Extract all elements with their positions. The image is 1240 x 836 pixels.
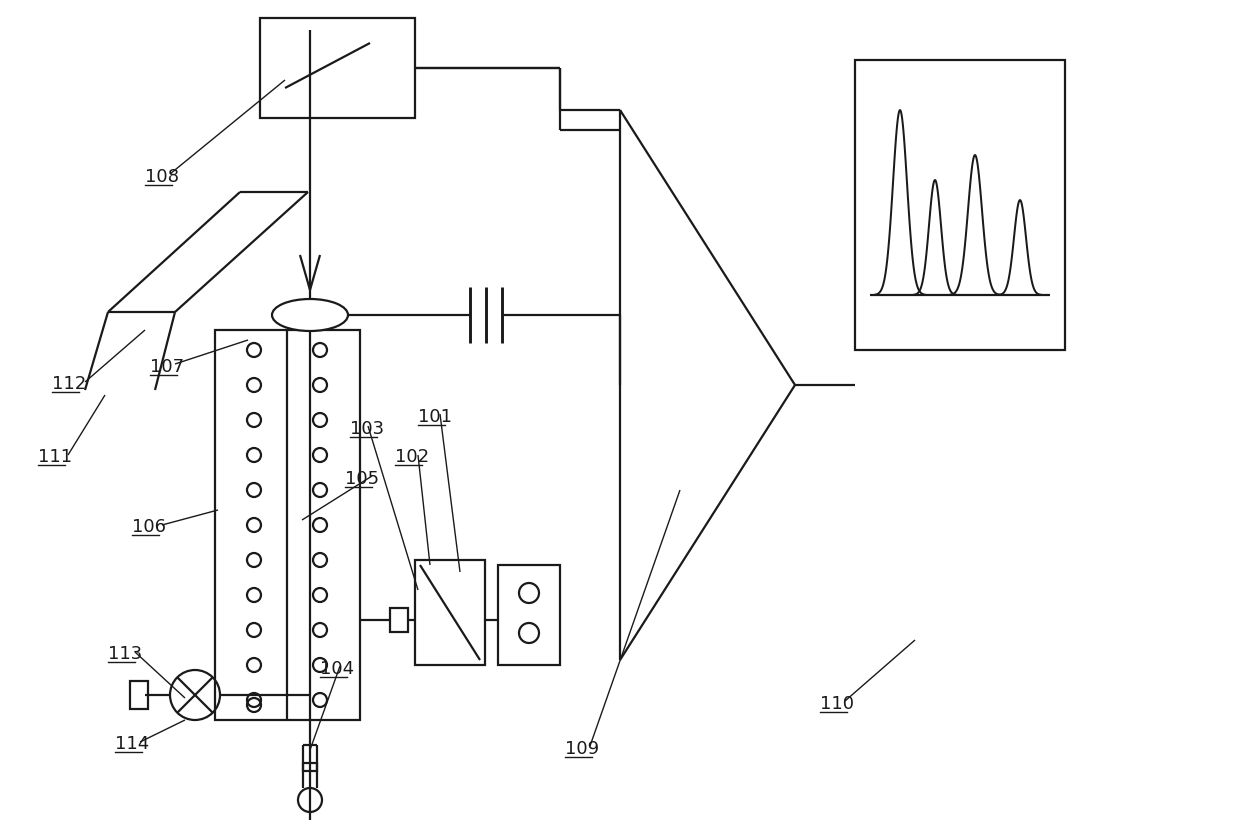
Text: 104: 104 [320, 660, 355, 678]
Bar [303, 763, 317, 771]
Text: 111: 111 [38, 448, 72, 466]
Bar [856, 60, 1065, 350]
Bar [130, 681, 148, 709]
Text: 102: 102 [396, 448, 429, 466]
Text: 106: 106 [131, 518, 166, 536]
Text: 110: 110 [820, 695, 854, 713]
Text: 109: 109 [565, 740, 599, 758]
Text: 105: 105 [345, 470, 379, 488]
Text: 112: 112 [52, 375, 87, 393]
Text: 103: 103 [350, 420, 384, 438]
Ellipse shape [272, 299, 348, 331]
Bar [498, 565, 560, 665]
Text: 101: 101 [418, 408, 453, 426]
Text: 113: 113 [108, 645, 143, 663]
Bar [391, 608, 408, 632]
Bar [260, 18, 415, 118]
Text: 114: 114 [115, 735, 149, 753]
Bar [215, 330, 360, 720]
Bar [415, 560, 485, 665]
Text: 107: 107 [150, 358, 184, 376]
Text: 108: 108 [145, 168, 179, 186]
